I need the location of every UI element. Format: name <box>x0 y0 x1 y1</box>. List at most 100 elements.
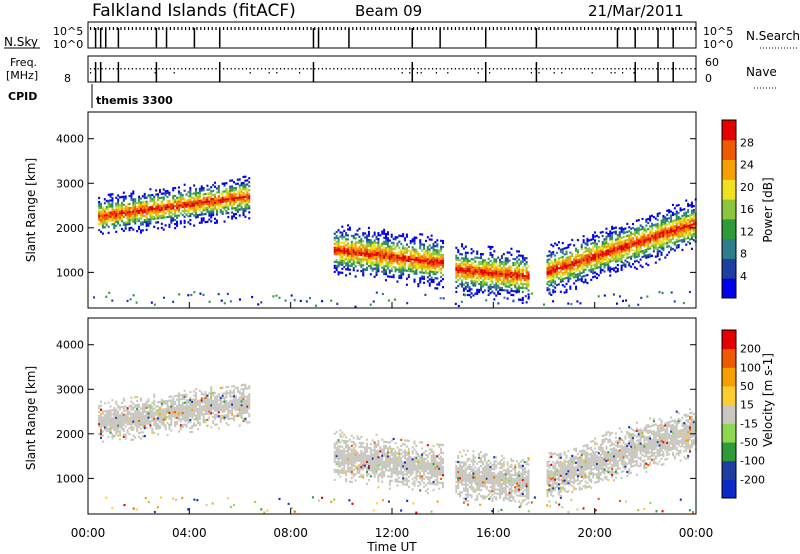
scatter-cell <box>212 419 215 423</box>
scatter-cell <box>333 260 336 263</box>
scatter-cell <box>210 398 213 401</box>
scatter-cell <box>468 273 471 277</box>
scatter-cell <box>516 250 519 253</box>
scatter-cell <box>206 200 209 203</box>
scatter-cell <box>618 255 621 258</box>
scatter-cell <box>109 199 112 202</box>
scatter-cell <box>504 271 507 274</box>
scatter-cell <box>390 245 393 248</box>
scatter-cell <box>620 236 623 239</box>
scatter-cell <box>360 260 363 263</box>
freq-point <box>515 68 517 70</box>
scatter-cell <box>204 200 207 204</box>
nsky-point <box>504 27 506 30</box>
scatter-cell <box>567 274 570 277</box>
scatter-cell <box>107 205 110 208</box>
scatter-cell <box>455 270 458 273</box>
scatter-cell <box>660 239 663 242</box>
scatter-cell <box>132 428 135 431</box>
scatter-cell <box>586 273 589 277</box>
scatter-cell <box>426 260 429 263</box>
nsky-point <box>97 27 99 30</box>
scatter-cell <box>113 416 116 420</box>
scatter-cell <box>177 394 180 397</box>
scatter-cell <box>413 266 416 269</box>
scatter-cell <box>423 271 426 274</box>
scatter-cell <box>101 440 104 443</box>
scatter-cell <box>208 194 211 197</box>
nsky-point <box>625 27 627 30</box>
scatter-cell <box>379 244 382 247</box>
scatter-cell <box>219 202 222 206</box>
scatter-cell <box>500 278 503 282</box>
scatter-cell <box>548 268 551 271</box>
ground-scatter-cell <box>625 299 628 302</box>
freq-point <box>622 68 624 70</box>
scatter-cell <box>170 221 173 224</box>
scatter-cell <box>383 242 386 245</box>
scatter-cell <box>421 277 424 280</box>
scatter-cell <box>162 188 165 191</box>
scatter-cell <box>238 410 241 413</box>
scatter-cell <box>379 252 382 255</box>
scatter-cell <box>160 208 163 211</box>
scatter-cell <box>599 255 602 258</box>
scatter-cell <box>383 240 386 243</box>
scatter-cell <box>647 221 650 225</box>
scatter-cell <box>689 232 692 235</box>
scatter-cell <box>248 207 251 210</box>
scatter-cell <box>614 250 617 253</box>
scatter-cell <box>138 219 141 222</box>
scatter-cell <box>103 220 106 223</box>
scatter-cell <box>664 234 667 237</box>
scatter-cell <box>400 258 403 262</box>
scatter-cell <box>107 199 110 202</box>
scatter-cell <box>337 249 340 252</box>
scatter-cell <box>485 273 488 276</box>
scatter-cell <box>187 201 190 204</box>
scatter-cell <box>138 209 141 212</box>
freq-point <box>314 68 316 70</box>
scatter-cell <box>470 264 473 267</box>
scatter-cell <box>214 409 217 412</box>
scatter-cell <box>214 423 217 426</box>
scatter-cell <box>561 268 564 271</box>
scatter-cell <box>231 403 234 406</box>
scatter-cell <box>506 267 509 270</box>
scatter-cell <box>215 197 218 200</box>
scatter-cell <box>162 420 165 423</box>
scatter-cell <box>172 207 175 210</box>
scatter-cell <box>633 266 636 269</box>
scatter-cell <box>206 210 209 213</box>
scatter-cell <box>107 203 110 206</box>
scatter-cell <box>126 409 129 412</box>
scatter-cell <box>392 253 395 257</box>
scatter-cell <box>337 271 340 274</box>
scatter-cell <box>139 419 142 422</box>
scatter-cell <box>117 200 120 203</box>
scatter-cell <box>508 267 511 270</box>
scatter-cell <box>468 288 471 291</box>
nsky-point <box>287 27 289 30</box>
scatter-cell <box>231 201 234 204</box>
scatter-cell <box>639 258 642 261</box>
scatter-cell <box>514 284 517 287</box>
ground-scatter-cell <box>618 295 621 298</box>
scatter-cell <box>457 272 460 276</box>
scatter-cell <box>179 428 182 431</box>
scatter-cell <box>428 266 431 269</box>
scatter-cell <box>141 215 144 218</box>
scatter-cell <box>386 247 389 250</box>
scatter-cell <box>215 213 218 216</box>
scatter-cell <box>485 283 488 286</box>
scatter-cell <box>354 251 357 254</box>
scatter-cell <box>611 227 614 230</box>
scatter-cell <box>126 207 129 210</box>
scatter-cell <box>130 422 133 425</box>
scatter-cell <box>153 423 156 426</box>
nsky-point <box>580 27 582 30</box>
scatter-cell <box>350 262 353 266</box>
scatter-cell <box>103 416 106 419</box>
scatter-cell <box>160 402 163 405</box>
scatter-cell <box>597 266 600 269</box>
